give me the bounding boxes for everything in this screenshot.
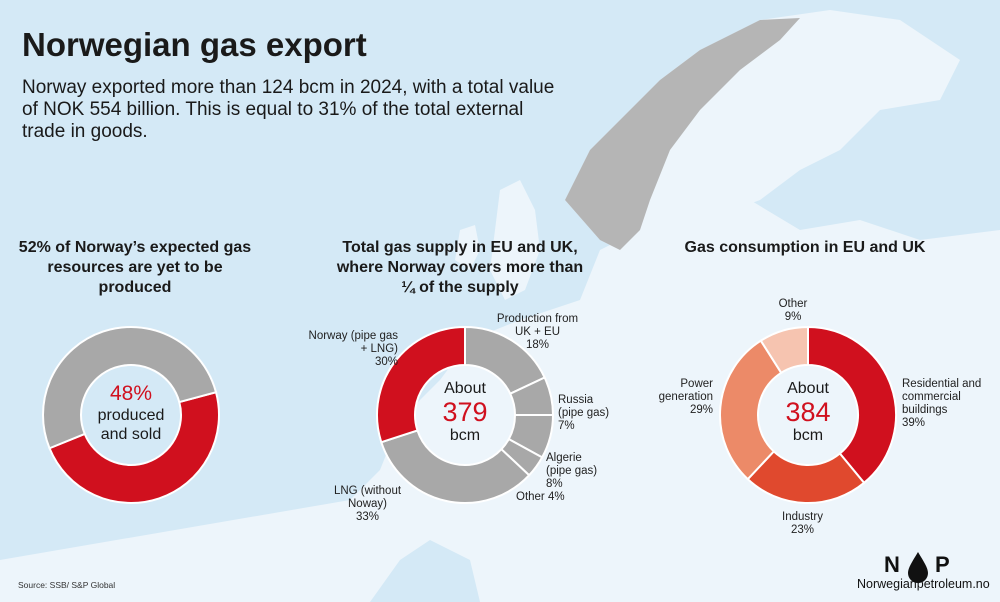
donut-segment bbox=[759, 325, 809, 375]
value-label: 23% bbox=[790, 524, 815, 536]
value-label: 18% bbox=[525, 339, 550, 351]
website: Norwegianpetroleum.no bbox=[857, 577, 990, 591]
donut-center: 48% produced and sold bbox=[81, 382, 181, 444]
category-label: Algerie (pipe gas) bbox=[546, 452, 598, 477]
segment-label: Russia (pipe gas) 7% bbox=[558, 394, 620, 433]
category-label: Power generation bbox=[658, 378, 713, 403]
category-label: Other bbox=[516, 491, 545, 503]
value-label: 7% bbox=[558, 420, 575, 432]
donut-center: About 379 bcm bbox=[415, 380, 515, 445]
value-label: 33% bbox=[355, 511, 380, 523]
segment-label: Other 9% bbox=[763, 298, 823, 324]
category-label: Russia (pipe gas) bbox=[558, 394, 610, 419]
segment-label: Power generation 29% bbox=[640, 378, 713, 417]
donut-segment bbox=[48, 390, 220, 504]
center-value: 48% bbox=[109, 382, 153, 405]
page-subtitle: Norway exported more than 124 bcm in 202… bbox=[22, 77, 555, 142]
donut-segment bbox=[42, 326, 218, 450]
value-label: 8% bbox=[546, 478, 563, 490]
chart-title: 52% of Norway’s expected gas resources a… bbox=[18, 239, 252, 296]
category-label: Production from UK + EU bbox=[496, 313, 579, 338]
segment-label: Industry 23% bbox=[765, 511, 840, 537]
segment-label: Algerie (pipe gas) 8% bbox=[546, 452, 608, 491]
donut-segment bbox=[380, 429, 531, 504]
page-title: Norwegian gas export bbox=[22, 26, 367, 63]
segment-label: Production from UK + EU 18% bbox=[490, 313, 585, 352]
segment-label: LNG (without Noway) 33% bbox=[330, 485, 405, 524]
center-unit: bcm bbox=[449, 427, 481, 444]
donut-segment bbox=[719, 339, 783, 481]
center-prefix: About bbox=[444, 380, 486, 397]
chart-title: Total gas supply in EU and UK, where Nor… bbox=[336, 239, 584, 296]
chart-title: Gas consumption in EU and UK bbox=[684, 239, 926, 256]
center-category: produced and sold bbox=[97, 407, 165, 443]
donut-segment bbox=[376, 325, 466, 444]
value-label: 29% bbox=[689, 404, 713, 416]
category-label: Norway (pipe gas + LNG) bbox=[308, 330, 398, 355]
value-label: 4% bbox=[547, 491, 565, 503]
center-unit: bcm bbox=[792, 427, 824, 444]
segment-label: Other 4% bbox=[516, 491, 586, 504]
category-label: Industry bbox=[782, 511, 823, 523]
center-total: 384 bbox=[785, 397, 831, 427]
value-label: 9% bbox=[784, 311, 802, 323]
donut-segment bbox=[807, 325, 897, 485]
logo-letter: P bbox=[935, 552, 950, 577]
source-note: Source: SSB/ S&P Global bbox=[18, 580, 116, 590]
center-total: 379 bbox=[442, 397, 488, 427]
value-label: 30% bbox=[374, 356, 398, 368]
segment-label: Norway (pipe gas + LNG) 30% bbox=[300, 330, 398, 369]
logo-letter: N bbox=[884, 552, 900, 577]
value-label: 39% bbox=[902, 417, 926, 429]
donut-center: About 384 bcm bbox=[758, 380, 858, 445]
category-label: Other bbox=[778, 298, 808, 310]
segment-label: Residential and commercial buildings 39% bbox=[902, 378, 997, 430]
category-label: Residential and commercial buildings bbox=[902, 378, 982, 416]
center-prefix: About bbox=[787, 380, 829, 397]
category-label: LNG (without Noway) bbox=[333, 485, 402, 510]
